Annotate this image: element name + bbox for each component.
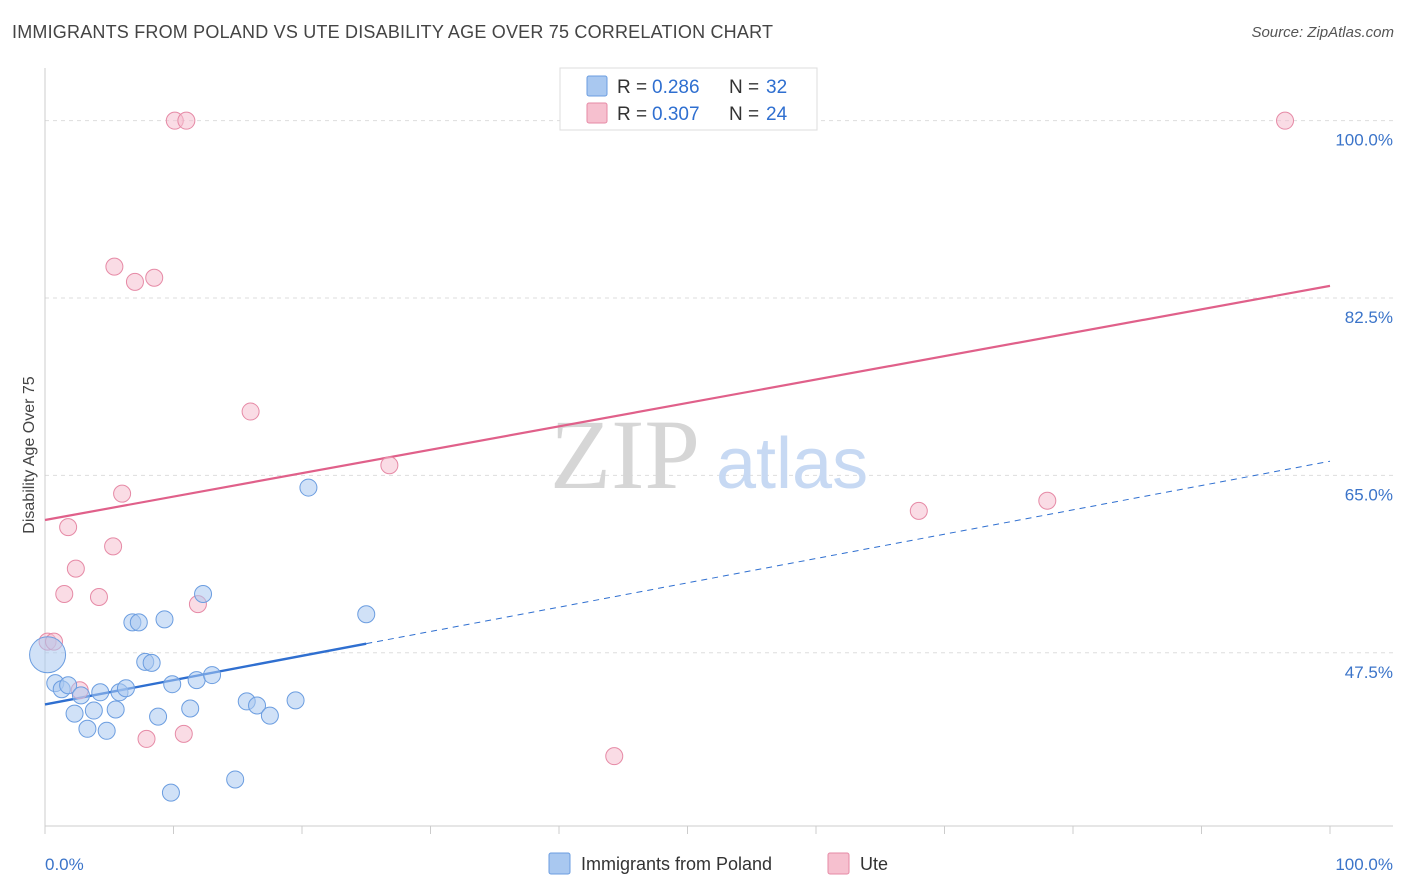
data-point-ute bbox=[605, 747, 624, 766]
watermark: ZIP atlas bbox=[550, 399, 868, 510]
data-point-poland bbox=[181, 699, 200, 718]
data-point-ute bbox=[1038, 491, 1057, 510]
data-point-poland bbox=[29, 636, 67, 674]
y-axis-label: Disability Age Over 75 bbox=[21, 376, 38, 534]
legend-swatch-ute bbox=[586, 102, 608, 124]
legend-n-label-ute: N = bbox=[729, 104, 759, 125]
data-point-poland bbox=[71, 686, 90, 705]
data-point-poland bbox=[65, 704, 84, 723]
legend-r-label-poland: R = bbox=[617, 77, 647, 98]
data-point-poland bbox=[97, 721, 116, 740]
data-point-poland bbox=[142, 653, 161, 672]
axes-layer bbox=[44, 68, 1393, 834]
data-point-ute bbox=[1276, 111, 1295, 130]
data-point-ute bbox=[66, 559, 85, 578]
data-point-poland bbox=[116, 679, 135, 698]
data-point-poland bbox=[194, 584, 213, 603]
x-tick-label-min: 0.0% bbox=[45, 855, 84, 874]
points-layer bbox=[29, 111, 1295, 802]
bottom-legend-label-ute: Ute bbox=[860, 854, 888, 874]
data-point-poland bbox=[91, 683, 110, 702]
bottom-legend-swatch-poland bbox=[548, 852, 571, 875]
bottom-legend-label-poland: Immigrants from Poland bbox=[581, 854, 772, 874]
y-tick-label: 82.5% bbox=[1345, 308, 1393, 327]
legend: R = 0.286 N = 32 R = 0.307 N = 24 bbox=[559, 67, 818, 131]
data-point-ute bbox=[125, 272, 144, 291]
data-point-ute bbox=[145, 268, 164, 287]
tick-labels: 47.5% 65.0% 82.5% 100.0% 0.0% 100.0% bbox=[45, 131, 1393, 874]
x-tick-label-max: 100.0% bbox=[1335, 855, 1393, 874]
data-point-poland bbox=[163, 675, 182, 694]
grid-layer bbox=[45, 120, 1393, 654]
data-point-ute bbox=[137, 729, 156, 748]
data-point-poland bbox=[260, 706, 279, 725]
legend-r-value-poland: 0.286 bbox=[652, 77, 700, 98]
data-point-poland bbox=[203, 666, 222, 685]
legend-n-label-poland: N = bbox=[729, 77, 759, 98]
data-point-poland bbox=[129, 613, 148, 632]
chart-source: Source: ZipAtlas.com bbox=[1251, 24, 1394, 41]
legend-n-value-ute: 24 bbox=[766, 104, 788, 125]
data-point-poland bbox=[78, 719, 97, 738]
y-tick-label: 100.0% bbox=[1335, 131, 1393, 150]
data-point-poland bbox=[299, 478, 318, 497]
chart-title: IMMIGRANTS FROM POLAND VS UTE DISABILITY… bbox=[12, 22, 774, 42]
trend-line-poland-projected bbox=[366, 460, 1331, 645]
data-point-poland bbox=[286, 691, 305, 710]
y-tick-label: 65.0% bbox=[1345, 485, 1393, 504]
bottom-legend-swatch-ute bbox=[827, 852, 850, 875]
legend-swatch-poland bbox=[586, 75, 608, 97]
data-point-ute bbox=[241, 402, 260, 421]
data-point-poland bbox=[149, 707, 168, 726]
data-point-poland bbox=[106, 700, 125, 719]
legend-n-value-poland: 32 bbox=[766, 77, 787, 98]
data-point-poland bbox=[187, 671, 206, 690]
data-point-poland bbox=[248, 696, 267, 715]
data-point-ute bbox=[59, 518, 78, 537]
watermark-atlas: atlas bbox=[716, 424, 868, 504]
data-point-poland bbox=[357, 605, 376, 624]
data-point-poland bbox=[161, 783, 180, 802]
data-point-ute bbox=[113, 484, 132, 503]
data-point-ute bbox=[177, 111, 196, 130]
bottom-legend: Immigrants from Poland Ute bbox=[548, 852, 888, 875]
trend-line-ute bbox=[44, 284, 1331, 522]
legend-r-label-ute: R = bbox=[617, 104, 647, 125]
data-point-poland bbox=[59, 676, 78, 695]
data-point-ute bbox=[174, 724, 193, 743]
data-point-ute bbox=[380, 456, 399, 475]
watermark-zip: ZIP bbox=[550, 399, 700, 510]
data-point-ute bbox=[89, 588, 108, 607]
data-point-ute bbox=[104, 537, 123, 556]
data-point-ute bbox=[55, 584, 74, 603]
data-point-poland bbox=[84, 701, 103, 720]
y-tick-label: 47.5% bbox=[1345, 663, 1393, 682]
legend-r-value-ute: 0.307 bbox=[652, 104, 700, 125]
data-point-poland bbox=[226, 770, 245, 789]
data-point-ute bbox=[909, 501, 928, 520]
data-point-poland bbox=[155, 610, 174, 629]
data-point-ute bbox=[105, 257, 124, 276]
